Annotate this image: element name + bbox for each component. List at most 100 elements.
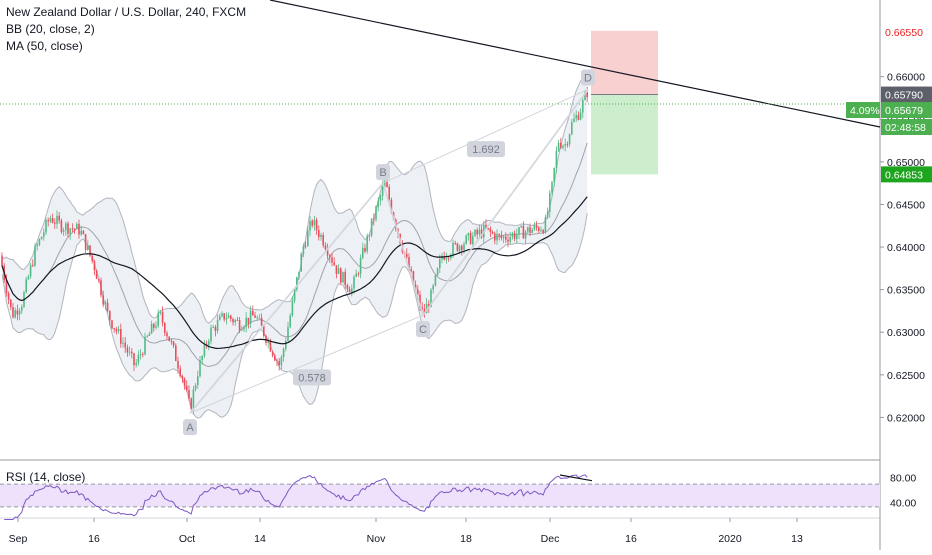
candle-body xyxy=(366,235,368,252)
price-tick-label: 0.63500 xyxy=(887,285,925,297)
candle-body xyxy=(307,230,309,247)
candle xyxy=(18,307,21,321)
candle xyxy=(509,232,511,245)
candle xyxy=(137,350,140,366)
harmonic-ratio: 1.692 xyxy=(467,141,505,158)
candle xyxy=(120,323,122,348)
candle-body xyxy=(137,355,140,363)
candle-body xyxy=(203,343,206,356)
candle-body xyxy=(522,226,525,239)
candle xyxy=(375,205,377,222)
candle xyxy=(487,228,489,231)
candle xyxy=(507,235,509,248)
candle-body xyxy=(148,333,151,336)
candle-body xyxy=(505,236,507,240)
target-price-label-text: 0.64853 xyxy=(885,169,923,181)
candle xyxy=(27,274,30,281)
candle xyxy=(326,243,329,260)
candle xyxy=(307,226,309,247)
candle xyxy=(540,226,542,232)
symbol-title[interactable]: New Zealand Dollar / U.S. Dollar, 240, F… xyxy=(6,5,247,19)
candle-body xyxy=(538,227,540,232)
ma-indicator-label[interactable]: MA (50, close) xyxy=(6,39,83,53)
candle-body xyxy=(370,218,373,236)
last-price-label: 0.65679 xyxy=(881,102,932,119)
candle xyxy=(368,233,371,241)
candle xyxy=(67,221,69,238)
candle xyxy=(544,214,547,234)
candle xyxy=(575,110,577,122)
candle xyxy=(194,383,197,392)
harmonic-ratio: 0.578 xyxy=(293,369,331,386)
candle xyxy=(579,108,582,121)
candle xyxy=(527,226,529,234)
candle-body xyxy=(179,368,181,377)
candle-body xyxy=(390,199,393,213)
candle-body xyxy=(498,233,500,236)
candle xyxy=(524,229,527,245)
candle-body xyxy=(91,255,93,262)
candle-body xyxy=(562,145,564,148)
candle xyxy=(166,330,168,340)
harmonic-bd-leg xyxy=(382,88,589,184)
candle-body xyxy=(276,360,278,362)
candle-body xyxy=(109,310,111,321)
candle xyxy=(324,242,327,251)
candle xyxy=(282,347,285,362)
candle xyxy=(494,231,496,245)
change-badge-bg xyxy=(846,102,880,119)
candle-body xyxy=(1,255,3,266)
candle-body xyxy=(335,265,338,274)
candle-body xyxy=(258,317,261,319)
candle xyxy=(106,298,109,313)
candle-body xyxy=(93,261,96,271)
candle-body xyxy=(555,150,558,168)
candle-body xyxy=(509,236,511,242)
candle-body xyxy=(432,285,434,290)
candle-body xyxy=(21,306,23,311)
candle-body xyxy=(533,225,536,230)
candle xyxy=(289,313,291,329)
candle xyxy=(568,133,571,148)
candle-body xyxy=(212,327,214,328)
candle-body xyxy=(302,245,305,254)
time-tick-label: 16 xyxy=(625,533,637,545)
candle-body xyxy=(566,144,569,145)
candle xyxy=(131,347,133,359)
candle-body xyxy=(557,142,560,151)
candle xyxy=(73,228,76,234)
candle xyxy=(252,305,254,316)
candle xyxy=(511,231,514,240)
harmonic-ac-leg xyxy=(189,314,424,414)
harmonic-point-bg xyxy=(581,69,595,86)
candle-body xyxy=(7,293,10,300)
candle-body xyxy=(106,302,109,311)
candle xyxy=(161,306,164,327)
candle-body xyxy=(577,115,580,120)
candle xyxy=(329,254,331,263)
rsi-indicator-label[interactable]: RSI (14, close) xyxy=(6,470,86,484)
candle xyxy=(197,370,199,389)
candle-body xyxy=(128,351,131,353)
candle xyxy=(434,274,437,287)
harmonic-point-label: B xyxy=(379,167,386,179)
candle xyxy=(388,184,390,202)
candle-body xyxy=(14,310,16,318)
candle-body xyxy=(199,360,201,377)
candle-body xyxy=(117,328,120,332)
candle-body xyxy=(443,255,445,260)
candle-body xyxy=(245,317,247,328)
candle xyxy=(359,254,362,279)
rsi-tick-label: 40.00 xyxy=(890,497,916,509)
candle xyxy=(60,218,63,234)
candle-body xyxy=(586,92,588,97)
candle xyxy=(144,332,146,356)
candle-body xyxy=(260,317,263,326)
candle-body xyxy=(84,234,87,251)
candle xyxy=(76,222,78,230)
candle-body xyxy=(461,245,463,250)
candle-body xyxy=(243,327,245,330)
bb-indicator-label[interactable]: BB (20, close, 2) xyxy=(6,22,95,36)
